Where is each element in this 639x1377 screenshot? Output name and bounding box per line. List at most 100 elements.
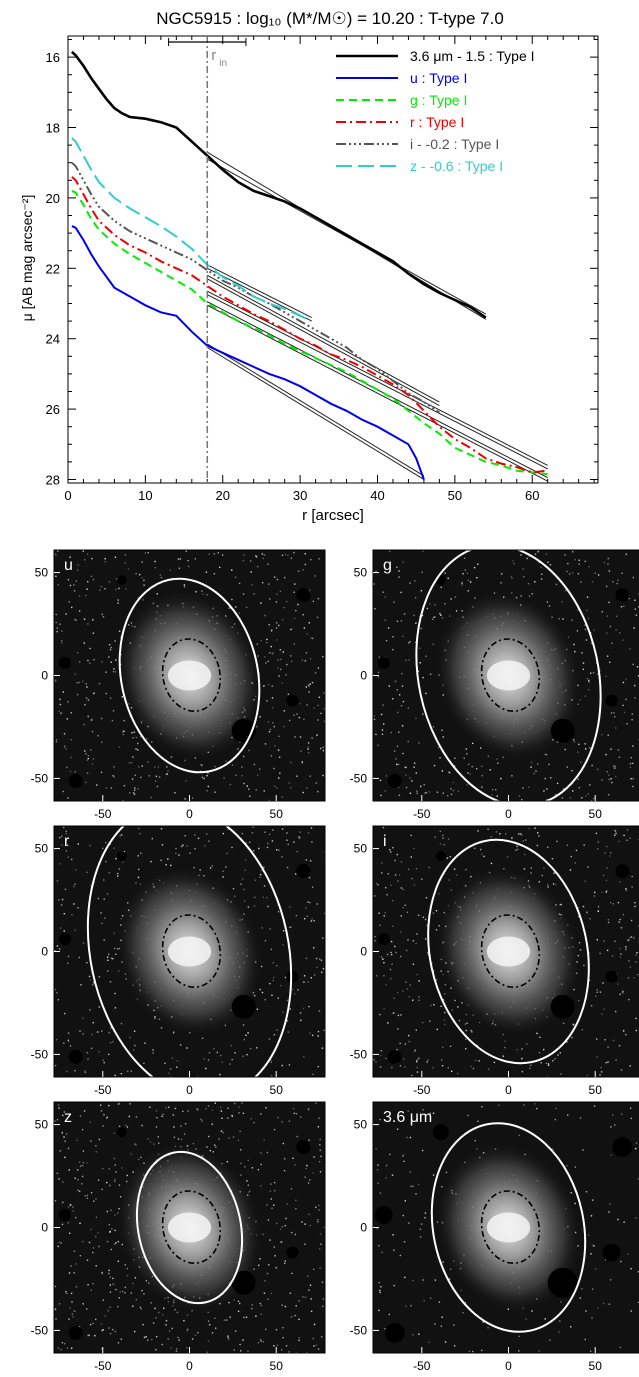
panel-x-tick-label: -50 [413, 807, 431, 821]
mask-circle [377, 932, 390, 945]
image-panel: 3.6 μm -50 0 50 50 0 -50 [350, 1101, 639, 1373]
outer-ellipse [415, 550, 602, 801]
legend-label: 3.6 μm - 1.5 : Type I [410, 48, 535, 64]
x-tick-label: 10 [138, 488, 152, 503]
plot-frame [67, 35, 599, 484]
panel-y-tick-label: 0 [41, 669, 48, 683]
x-axis-label: r [arcsec] [302, 507, 364, 524]
panel-image [54, 550, 325, 801]
mask-circle [68, 1049, 83, 1064]
band-label: u [64, 557, 73, 574]
mask-circle [550, 718, 575, 743]
panel-x-tick-label: 0 [186, 807, 193, 821]
galaxy-core [486, 660, 531, 691]
panel-x-tick-label: -50 [94, 1359, 112, 1373]
panel-y-tick-label: 50 [35, 1118, 49, 1132]
galaxy-core [167, 936, 212, 967]
band-label: 3.6 μm [383, 1109, 432, 1126]
y-tick-label: 24 [46, 332, 60, 347]
fit-line [207, 264, 312, 319]
profile-plot: 0 10 20 30 40 50 60 16 18 20 22 24 26 28 r in 3.6 μm -… [46, 35, 599, 503]
series-line-3 [71, 176, 548, 474]
band-label: r [64, 833, 70, 850]
image-panel: r -50 0 50 50 0 -50 [31, 825, 326, 1097]
panel-y-tick-label: -50 [350, 1323, 368, 1337]
outer-ellipse [118, 577, 261, 774]
legend: 3.6 μm - 1.5 : Type I u : Type I g : Type … [336, 48, 535, 174]
fit-line [207, 304, 548, 482]
r-in-subscript: in [219, 58, 227, 69]
image-panel: i -50 0 50 50 0 -50 [350, 825, 639, 1097]
mask-circle [547, 1267, 578, 1298]
legend-label: r : Type I [410, 114, 464, 130]
legend-label: z - -0.6 : Type I [410, 158, 503, 174]
fit-line [207, 274, 440, 403]
band-label: z [64, 1109, 72, 1126]
series-line-4 [71, 161, 440, 414]
panel-x-tick-label: -50 [94, 1083, 112, 1097]
r-in-marker: r in [168, 36, 247, 483]
panel-x-tick-label: 50 [270, 1083, 284, 1097]
y-tick-label: 18 [46, 121, 60, 136]
panel-x-tick-label: -50 [94, 807, 112, 821]
mask-circle [58, 656, 71, 669]
panel-x-tick-label: 50 [270, 807, 284, 821]
panel-x-tick-label: 0 [505, 1083, 512, 1097]
panel-image [54, 826, 325, 1077]
panel-y-tick-label: 0 [360, 1221, 367, 1235]
panel-x-tick-label: 50 [589, 807, 603, 821]
mask-circle [387, 1049, 402, 1064]
y-tick-label: 26 [46, 402, 60, 417]
panel-y-tick-label: 50 [354, 1118, 368, 1132]
mask-circle [231, 1270, 256, 1295]
panel-x-tick-label: 50 [589, 1083, 603, 1097]
mask-circle [116, 851, 127, 862]
panel-y-tick-label: 50 [354, 566, 368, 580]
x-tick-label: 0 [64, 488, 71, 503]
fit-line [207, 347, 425, 480]
x-tick-label: 60 [525, 488, 539, 503]
mask-circle [615, 864, 630, 879]
series-line-2 [71, 189, 548, 476]
legend-label: g : Type I [410, 92, 467, 108]
fit-line [207, 278, 440, 407]
mask-circle [550, 994, 575, 1019]
y-tick-label: 20 [46, 191, 60, 206]
legend-label: i - -0.2 : Type I [410, 136, 499, 152]
x-tick-label: 30 [293, 488, 307, 503]
image-panel: u -50 0 50 50 0 -50 [31, 549, 326, 821]
mask-circle [387, 773, 402, 788]
series-line-1 [71, 225, 425, 480]
mask-circle [615, 588, 630, 603]
mask-circle [374, 1205, 393, 1224]
panel-y-tick-label: -50 [350, 771, 368, 785]
mask-circle [286, 970, 299, 983]
inner-ellipse [161, 914, 222, 988]
galaxy-core [167, 660, 212, 691]
panel-image [54, 1102, 325, 1353]
panel-y-tick-label: -50 [31, 1047, 49, 1061]
mask-circle [58, 1208, 71, 1221]
mask-circle [296, 864, 311, 879]
legend-label: u : Type I [410, 70, 467, 86]
mask-circle [602, 1243, 621, 1262]
mask-circle [432, 1124, 449, 1141]
panel-x-tick-label: 0 [186, 1083, 193, 1097]
mask-circle [605, 694, 618, 707]
fit-line [207, 290, 548, 466]
axis-ticks: 0 10 20 30 40 50 60 16 18 20 22 24 26 28 [46, 36, 598, 503]
panel-x-tick-label: 0 [505, 807, 512, 821]
series-line-5 [71, 137, 313, 323]
mask-circle [296, 1140, 311, 1155]
galaxy-core [486, 936, 531, 967]
mask-circle [68, 773, 83, 788]
y-axis-label: μ [AB mag arcsec⁻²] [19, 195, 35, 322]
panel-y-tick-label: 0 [41, 945, 48, 959]
panel-x-tick-label: 50 [589, 1359, 603, 1373]
x-tick-label: 20 [216, 488, 230, 503]
panel-image [373, 826, 639, 1077]
mask-circle [286, 1246, 299, 1259]
mask-circle [286, 694, 299, 707]
